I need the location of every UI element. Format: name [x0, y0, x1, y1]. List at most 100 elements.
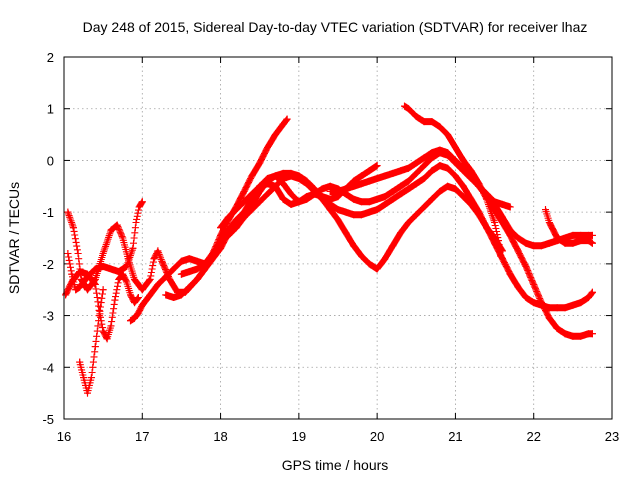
- data-point: [436, 146, 444, 154]
- data-point: [303, 193, 311, 201]
- data-point: [365, 208, 373, 216]
- data-point: [72, 286, 80, 294]
- data-point: [553, 304, 561, 312]
- data-point: [405, 219, 412, 226]
- data-point: [412, 169, 420, 177]
- data-point: [358, 180, 365, 188]
- data-point: [389, 169, 397, 177]
- data-point: [561, 239, 569, 247]
- data-point: [170, 294, 178, 301]
- data-point: [111, 296, 119, 304]
- data-point: [381, 200, 389, 208]
- data-point: [240, 188, 248, 195]
- data-point: [271, 182, 279, 190]
- data-point: [569, 231, 577, 239]
- data-point: [428, 195, 436, 203]
- data-point: [134, 294, 142, 301]
- data-point: [569, 239, 577, 247]
- data-point: [271, 172, 279, 180]
- data-point: [397, 229, 405, 237]
- data-point: [318, 193, 326, 201]
- data-point: [506, 203, 514, 211]
- data-point: [113, 221, 121, 229]
- data-point: [451, 172, 459, 180]
- data-point: [514, 247, 522, 255]
- data-point: [358, 198, 365, 206]
- data-point: [373, 162, 381, 170]
- data-point: [373, 175, 381, 182]
- data-point: [264, 144, 271, 151]
- data-point: [522, 239, 530, 247]
- y-tick-label: -1: [42, 205, 54, 220]
- data-point: [99, 262, 107, 270]
- data-point: [84, 389, 91, 397]
- data-point: [127, 291, 134, 299]
- data-point: [428, 167, 436, 175]
- data-point: [99, 250, 107, 257]
- data-point: [138, 198, 146, 206]
- data-point: [358, 211, 365, 219]
- data-point: [569, 332, 577, 340]
- data-point: [131, 275, 138, 283]
- series-arc-3: [64, 198, 146, 294]
- data-point: [326, 195, 334, 203]
- data-point: [279, 180, 287, 188]
- data-point: [146, 275, 154, 283]
- data-point: [405, 105, 412, 113]
- data-point: [577, 237, 585, 245]
- data-point: [80, 374, 88, 382]
- y-tick-label: 2: [47, 50, 54, 65]
- data-point: [358, 172, 365, 180]
- data-point: [553, 325, 561, 332]
- data-point: [177, 270, 185, 278]
- data-point: [248, 200, 256, 208]
- data-point: [381, 193, 389, 201]
- data-point: [84, 286, 91, 294]
- data-point: [115, 275, 123, 283]
- data-point: [74, 250, 82, 257]
- data-point: [373, 195, 381, 203]
- data-point: [475, 211, 483, 219]
- series-arc-11: [475, 182, 596, 250]
- y-axis-label: SDTVAR / TECUs: [6, 182, 22, 294]
- data-point: [397, 190, 405, 198]
- data-point: [561, 330, 569, 338]
- data-point: [129, 244, 137, 252]
- data-point: [428, 118, 436, 126]
- data-point: [115, 268, 123, 276]
- y-tick-label: 0: [47, 153, 54, 168]
- data-point: [381, 255, 389, 263]
- series-arc-12: [542, 206, 596, 247]
- data-point: [451, 156, 459, 164]
- plot-frame: [63, 56, 613, 420]
- data-point: [542, 206, 549, 214]
- data-point: [295, 198, 303, 206]
- data-point: [334, 206, 342, 214]
- data-point: [76, 283, 84, 291]
- data-point: [170, 265, 178, 273]
- data-point: [279, 120, 287, 128]
- data-point: [436, 123, 444, 131]
- data-point: [224, 231, 232, 239]
- data-point: [495, 237, 502, 245]
- data-point: [444, 149, 452, 157]
- data-point: [224, 213, 232, 221]
- data-point: [381, 172, 389, 180]
- data-point: [491, 239, 499, 247]
- data-point: [146, 291, 154, 299]
- data-point: [193, 275, 201, 283]
- data-point: [287, 190, 295, 198]
- data-point: [451, 185, 459, 193]
- data-point: [326, 188, 334, 195]
- series-arc-2: [64, 162, 506, 296]
- data-point: [107, 226, 115, 234]
- data-point: [585, 237, 592, 245]
- data-point: [577, 299, 585, 307]
- data-point: [483, 190, 491, 198]
- data-point: [287, 169, 295, 177]
- data-point: [123, 262, 131, 270]
- data-point: [84, 273, 91, 281]
- data-point: [412, 211, 420, 219]
- data-point: [545, 314, 553, 322]
- data-point: [177, 257, 185, 265]
